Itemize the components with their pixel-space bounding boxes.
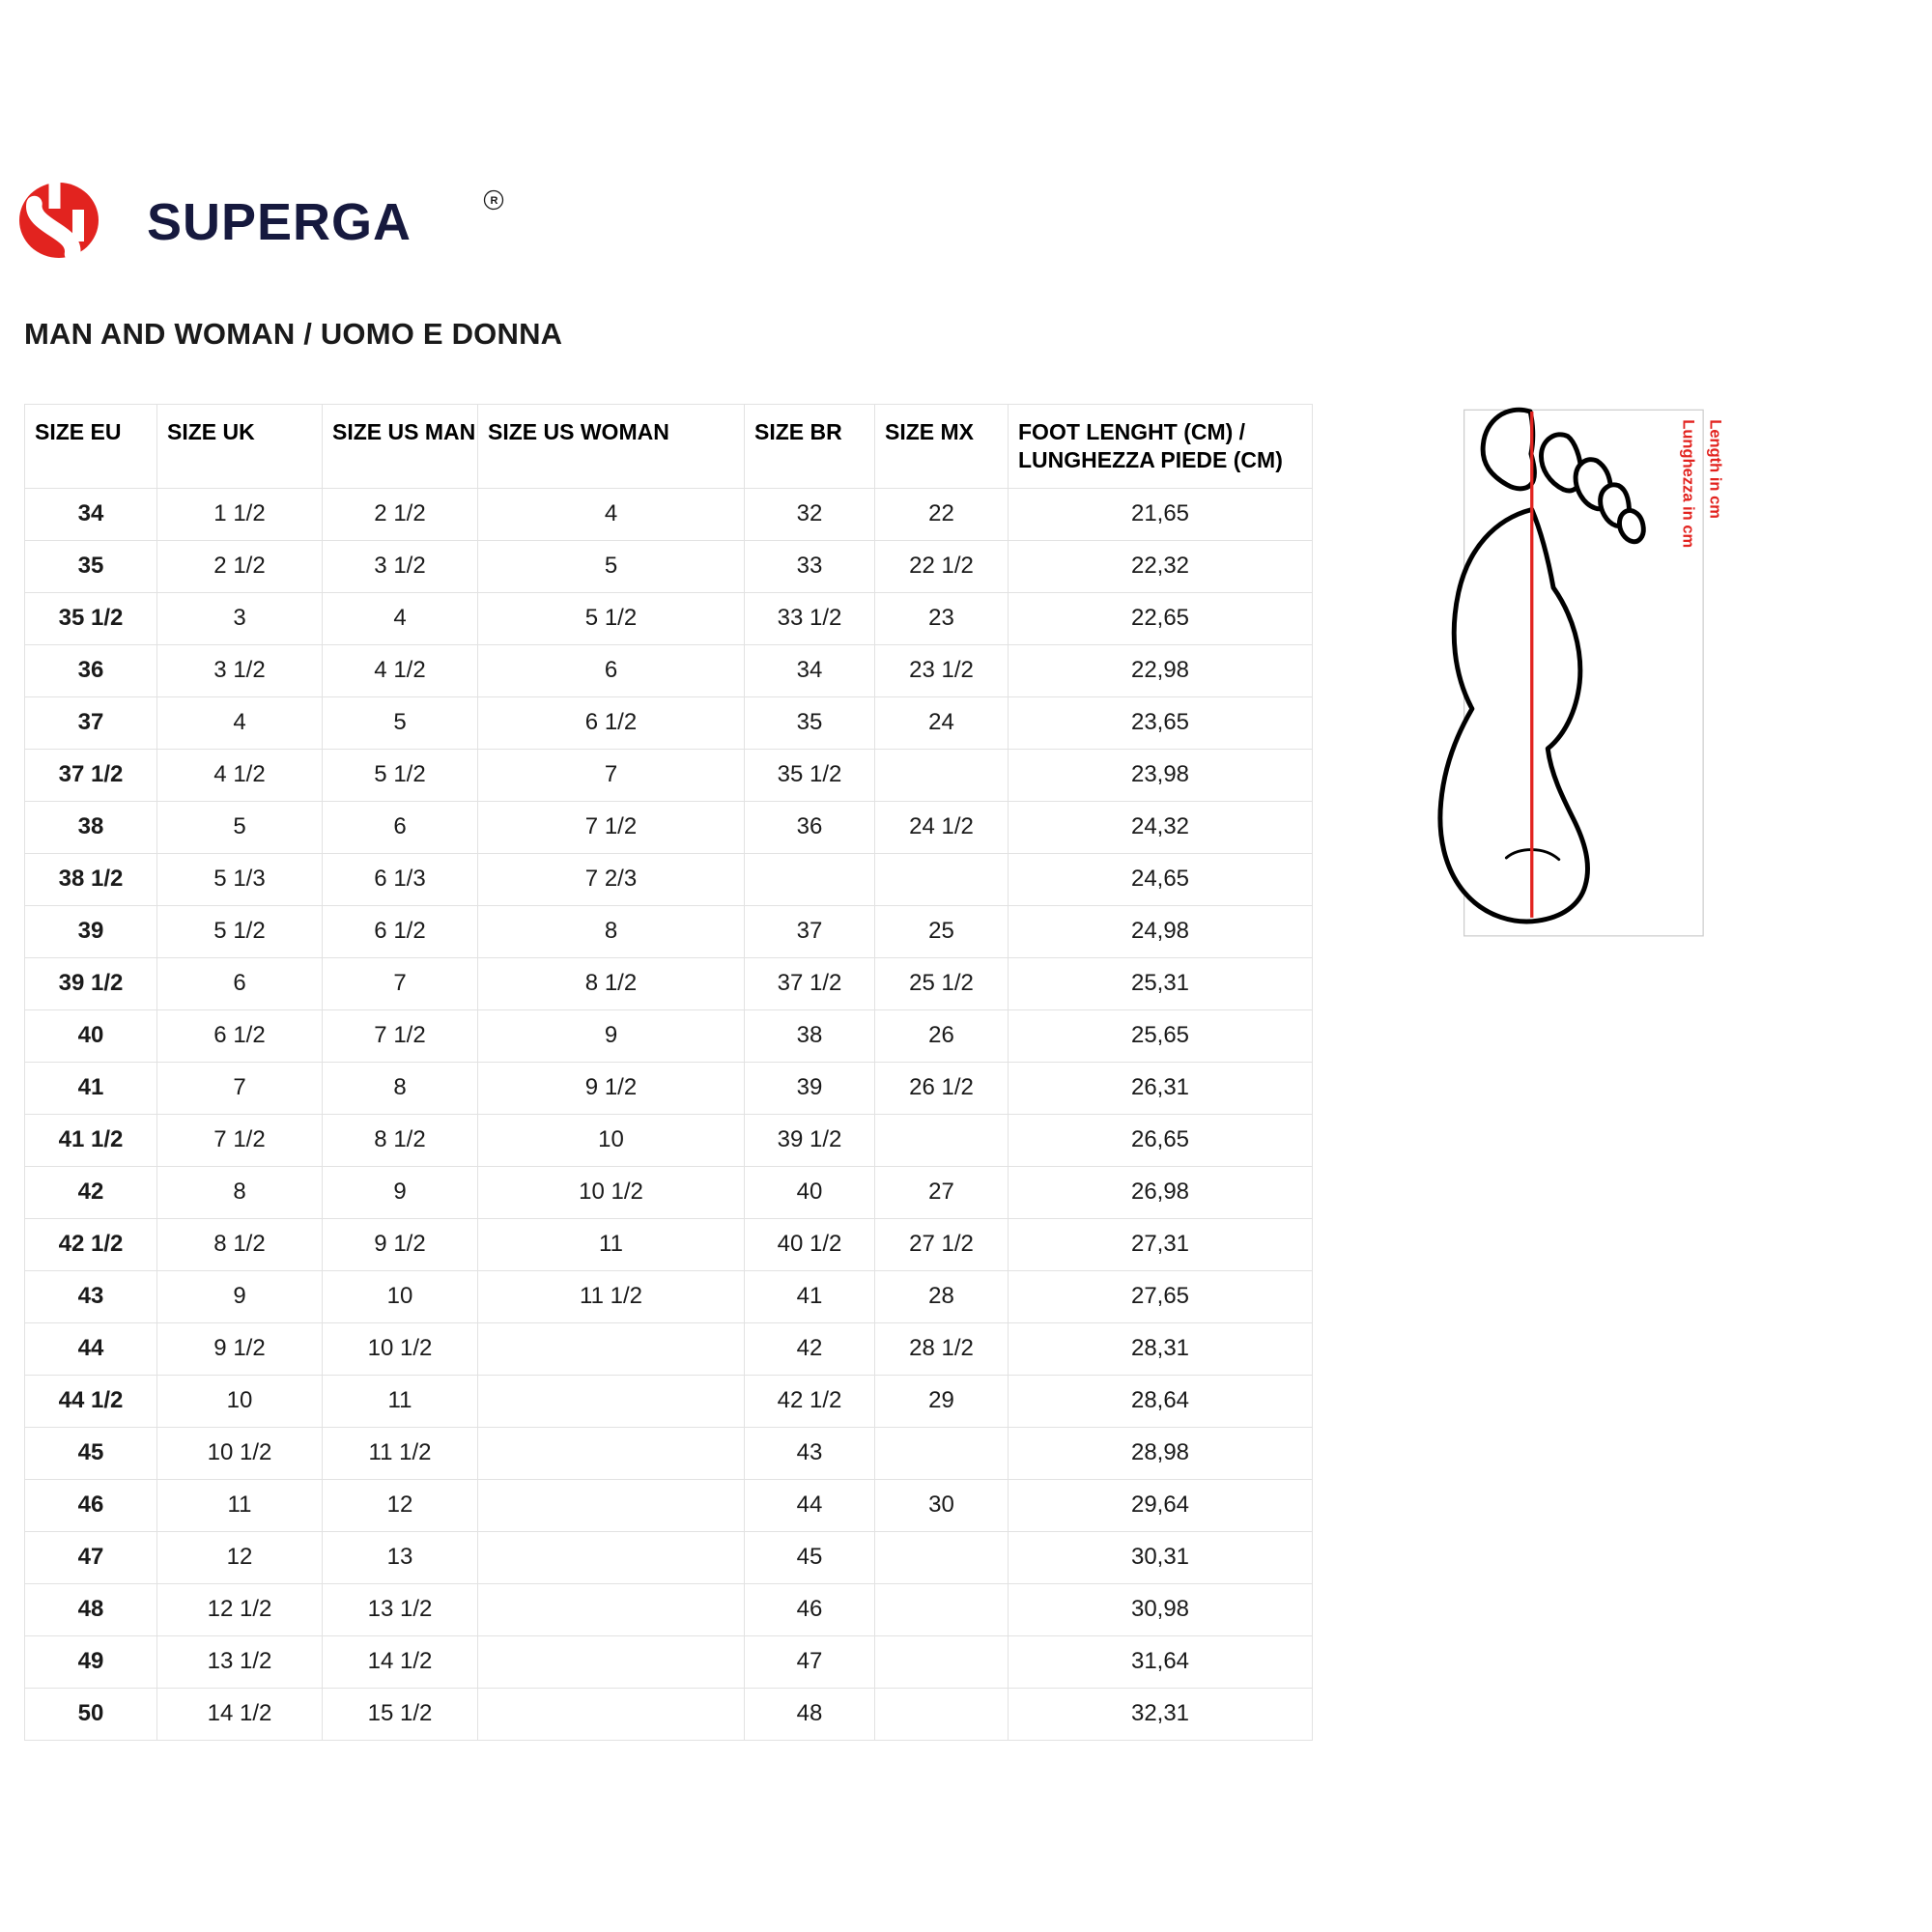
svg-text:R: R (491, 195, 498, 207)
svg-text:Lunghezza in cm: Lunghezza in cm (1680, 419, 1697, 548)
svg-text:Length in cm: Length in cm (1707, 419, 1724, 519)
svg-text:SUPERGA: SUPERGA (147, 193, 412, 251)
